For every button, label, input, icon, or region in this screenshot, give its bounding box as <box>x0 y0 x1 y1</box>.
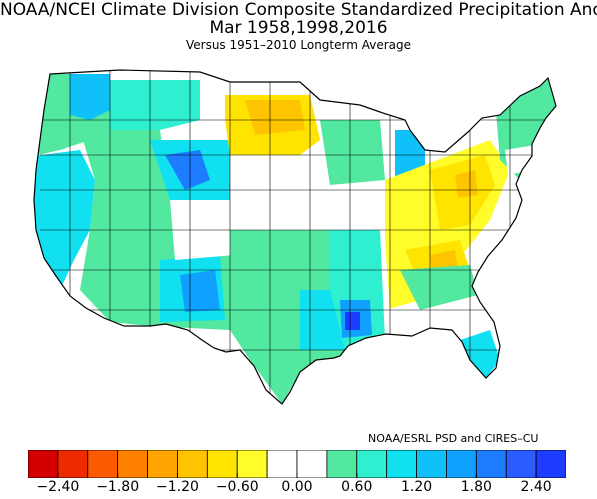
color-bar-cell <box>236 450 268 478</box>
region-new-mexico-core <box>180 270 220 312</box>
color-bar-cell <box>535 450 566 478</box>
color-bar-cell <box>87 450 119 478</box>
color-bar-tick-label: −1.20 <box>155 479 199 495</box>
color-bar-tick-label: −0.60 <box>215 479 259 495</box>
color-bar-tick-label: −2.40 <box>36 479 80 495</box>
color-bar-cell <box>446 450 477 478</box>
color-bar-cell <box>416 450 447 478</box>
climate-division-boundaries <box>40 70 556 404</box>
color-bar-cell <box>266 450 298 478</box>
figure-subtitle-month-years: Mar 1958,1998,2016 <box>209 18 388 38</box>
region-southern-new-england <box>505 145 535 175</box>
color-bar-tick-label: 0.00 <box>281 479 313 495</box>
color-bar-cell <box>28 450 59 478</box>
region-louisiana-max <box>345 312 360 330</box>
color-bar-tick-label: 0.60 <box>341 479 373 495</box>
data-credit: NOAA/ESRL PSD and CIRES–CU <box>368 432 539 445</box>
region-montana <box>110 80 200 130</box>
color-bar-cell <box>386 450 417 478</box>
color-bar-cell <box>147 450 178 478</box>
region-north-dakota-core <box>245 100 305 135</box>
color-bar-tick-label: −1.80 <box>96 479 140 495</box>
color-bar-tick-label: 1.20 <box>400 479 433 495</box>
color-bar-cell <box>206 450 238 478</box>
region-california <box>34 150 95 290</box>
region-upper-midwest <box>320 120 385 185</box>
us-outline <box>33 69 557 405</box>
region-wyoming-core <box>165 150 210 190</box>
region-new-england <box>495 75 556 180</box>
color-bar-cell <box>356 450 388 478</box>
figure-title: NOAA/NCEI Climate Division Composite Sta… <box>0 0 597 20</box>
color-bar-cell <box>505 450 537 478</box>
color-bar-cell <box>475 450 507 478</box>
color-bar-cell <box>296 450 328 478</box>
anomaly-fill-layer <box>34 70 556 404</box>
us-climate-division-map <box>33 69 557 405</box>
color-bar-cell <box>326 450 358 478</box>
color-bar-tick-label: 2.40 <box>520 479 552 495</box>
color-bar-cell <box>177 450 208 478</box>
region-carolinas <box>400 265 478 310</box>
color-bar-tick-label: 1.80 <box>460 479 492 495</box>
region-pennsylvania-core <box>455 170 478 198</box>
color-bar-cell <box>57 450 89 478</box>
figure-subtitle-base-period: Versus 1951–2010 Longterm Average <box>185 38 412 52</box>
color-bar-cell <box>117 450 148 478</box>
region-central-plains <box>230 155 340 230</box>
color-bar <box>28 450 566 478</box>
region-washington-east <box>70 74 110 120</box>
